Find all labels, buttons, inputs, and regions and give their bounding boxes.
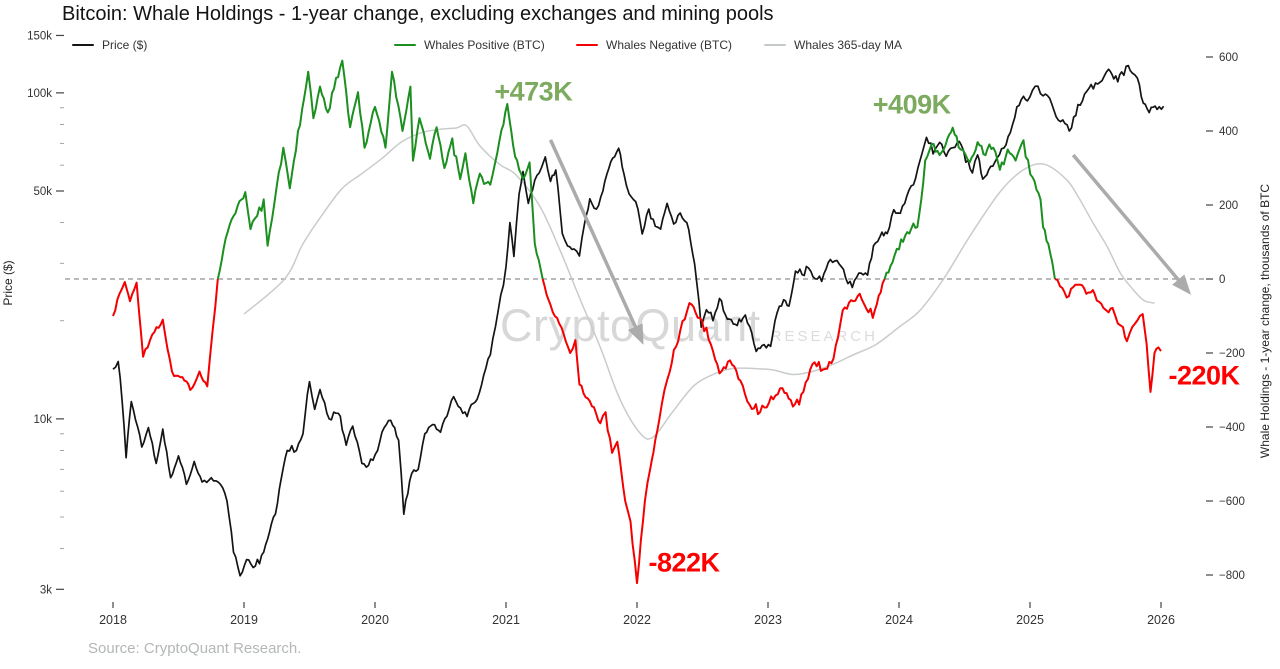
svg-text:600: 600 xyxy=(1219,52,1238,64)
legend-item-whales-negative: Whales Negative (BTC) xyxy=(576,38,732,52)
annotation-minus-220k: -220K xyxy=(1168,360,1240,391)
whales-negative-swatch-icon xyxy=(576,43,598,47)
legend-label-whales-ma: Whales 365-day MA xyxy=(794,38,903,52)
svg-text:400: 400 xyxy=(1219,126,1238,138)
svg-text:2019: 2019 xyxy=(230,613,258,627)
svg-text:2025: 2025 xyxy=(1016,613,1044,627)
svg-text:2020: 2020 xyxy=(361,613,389,627)
annotation-minus-822k: -822K xyxy=(648,547,720,578)
legend-label-whales-negative: Whales Negative (BTC) xyxy=(606,38,733,52)
right-axis-title: Whale Holdings - 1-year change, thousand… xyxy=(1258,183,1272,459)
svg-text:2024: 2024 xyxy=(885,613,913,627)
whales-positive-swatch-icon xyxy=(394,43,416,47)
svg-text:−400: −400 xyxy=(1219,422,1245,434)
svg-text:100k: 100k xyxy=(27,88,52,100)
svg-text:50k: 50k xyxy=(33,186,52,198)
price-line-swatch-icon xyxy=(72,43,94,47)
source-note: Source: CryptoQuant Research. xyxy=(88,640,302,657)
left-axis-title: Price ($) xyxy=(1,260,15,306)
svg-text:200: 200 xyxy=(1219,200,1238,212)
watermark-research: RESEARCH xyxy=(770,328,878,345)
svg-text:−600: −600 xyxy=(1219,496,1245,508)
svg-text:−200: −200 xyxy=(1219,348,1245,360)
annotation-plus-409k: +409K xyxy=(872,89,951,120)
legend-label-whales-positive: Whales Positive (BTC) xyxy=(424,38,545,52)
svg-text:2026: 2026 xyxy=(1147,613,1175,627)
legend-item-whales-positive: Whales Positive (BTC) xyxy=(394,38,545,52)
svg-text:10k: 10k xyxy=(33,414,52,426)
svg-text:2022: 2022 xyxy=(623,613,651,627)
svg-text:150k: 150k xyxy=(27,30,52,42)
svg-text:−800: −800 xyxy=(1219,570,1245,582)
legend-item-whales-ma: Whales 365-day MA xyxy=(764,38,902,52)
whales-ma-swatch-icon xyxy=(764,43,786,47)
chart-title: Bitcoin: Whale Holdings - 1-year change,… xyxy=(62,3,774,25)
legend-label-price: Price ($) xyxy=(102,38,148,52)
svg-text:0: 0 xyxy=(1219,274,1225,286)
svg-text:2018: 2018 xyxy=(99,613,127,627)
svg-text:3k: 3k xyxy=(40,584,52,596)
annotation-plus-473k: +473K xyxy=(494,76,573,107)
svg-text:2023: 2023 xyxy=(754,613,782,627)
svg-text:2021: 2021 xyxy=(492,613,520,627)
legend: Price ($) Whales Positive (BTC) Whales N… xyxy=(0,38,1280,56)
legend-item-price: Price ($) xyxy=(72,38,147,52)
